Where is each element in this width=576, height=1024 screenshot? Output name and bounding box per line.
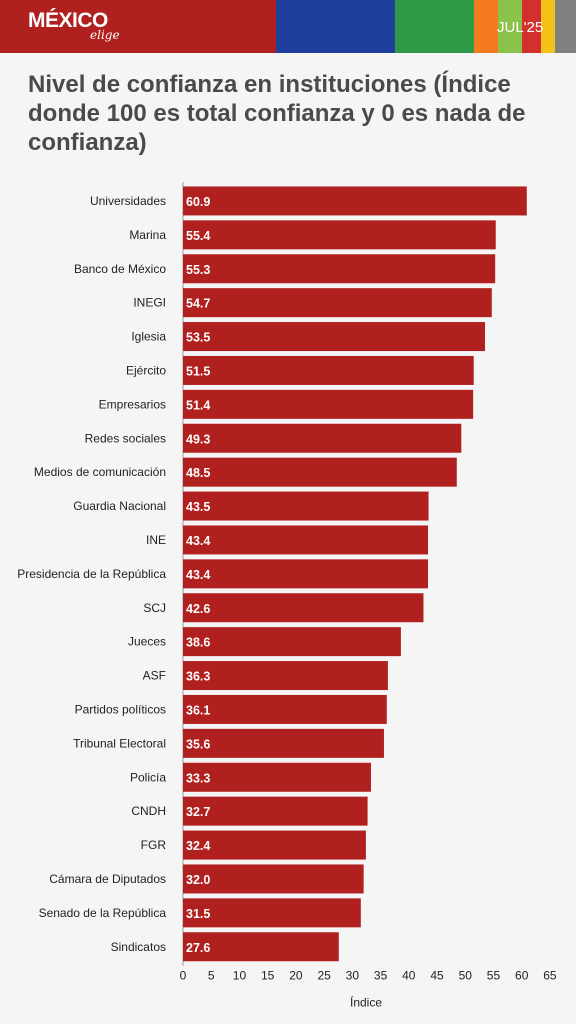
bar [183,220,496,250]
bar [183,457,457,487]
bar-value-label: 36.1 [186,703,210,717]
category-label: Empresarios [99,397,166,411]
date-label: JUL'25 [497,19,544,36]
chart-title: Nivel de confianza en instituciones (Índ… [28,71,526,156]
x-tick-label: 20 [289,969,303,983]
category-label: Tribunal Electoral [73,736,166,750]
color-stripe [395,0,474,53]
bar-value-label: 43.4 [186,568,210,582]
header-banner: MÉXICO elige JUL'25 [0,0,576,53]
bar [183,559,428,589]
bar [183,932,339,962]
bar [183,898,361,928]
category-label: Ejército [126,363,166,377]
bar-value-label: 43.4 [186,534,210,548]
bar-value-label: 43.5 [186,500,210,514]
logo-main-text: MÉXICO [28,9,108,32]
bar-value-label: 32.4 [186,839,210,853]
x-tick-label: 5 [208,969,215,983]
category-label: Partidos políticos [75,702,166,716]
color-stripe [0,0,276,53]
bar [183,796,368,826]
bar [183,661,388,691]
bar [183,186,527,216]
x-tick-label: 25 [317,969,331,983]
category-label: Iglesia [131,330,166,344]
x-tick-label: 50 [459,969,473,983]
bar-value-label: 32.7 [186,805,210,819]
bar-value-label: 27.6 [186,941,210,955]
color-stripe [498,0,522,53]
bar-value-label: 48.5 [186,466,210,480]
bar [183,864,364,894]
bar-value-label: 31.5 [186,907,210,921]
x-tick-label: 30 [346,969,360,983]
bar-value-label: 54.7 [186,297,210,311]
bar-value-label: 35.6 [186,737,210,751]
bar-value-label: 55.3 [186,263,210,277]
bar [183,525,428,555]
x-tick-label: 40 [402,969,416,983]
x-tick-label: 10 [233,969,247,983]
bar [183,355,474,385]
bar [183,728,384,758]
bar-value-label: 33.3 [186,771,210,785]
bar-value-label: 51.5 [186,364,210,378]
category-label: ASF [143,669,166,683]
bar [183,694,387,724]
bar [183,762,371,792]
bar-value-label: 55.4 [186,229,210,243]
category-label: Presidencia de la República [17,567,166,581]
color-stripe [555,0,576,53]
category-label: Guardia Nacional [73,499,166,513]
bar-value-label: 49.3 [186,432,210,446]
bar-value-label: 32.0 [186,873,210,887]
logo-sub-text: elige [90,28,120,42]
bar-value-label: 60.9 [186,195,210,209]
bar [183,254,496,284]
category-label: Marina [129,228,166,242]
x-tick-label: 65 [543,969,557,983]
category-label: Redes sociales [85,431,166,445]
category-label: Senado de la República [39,906,167,920]
bar-value-label: 36.3 [186,670,210,684]
x-tick-label: 0 [180,969,187,983]
bar-value-label: 38.6 [186,636,210,650]
bar [183,288,492,318]
category-label: Jueces [128,635,166,649]
mexico-elige-logo: MÉXICO elige [28,9,120,43]
bar [183,322,486,352]
category-label: SCJ [143,601,166,615]
category-label: Cámara de Diputados [49,872,166,886]
color-stripe [276,0,395,53]
bar [183,830,366,860]
bar [183,627,401,657]
bar-value-label: 51.4 [186,398,210,412]
color-stripe [522,0,541,53]
bar [183,593,424,623]
x-tick-label: 60 [515,969,529,983]
category-label: Universidades [90,194,166,208]
category-label: INEGI [133,296,166,310]
category-label: FGR [141,838,167,852]
bar [183,423,462,453]
bar [183,389,474,419]
color-stripe [474,0,498,53]
x-tick-label: 45 [430,969,444,983]
bar [183,491,429,521]
x-tick-label: 15 [261,969,275,983]
x-tick-label: 55 [487,969,501,983]
x-tick-label: 35 [374,969,388,983]
category-label: CNDH [131,804,166,818]
category-label: Sindicatos [111,940,166,954]
category-label: Medios de comunicación [34,465,166,479]
color-stripe [541,0,555,53]
bar-value-label: 42.6 [186,602,210,616]
category-label: Banco de México [74,262,166,276]
bar-value-label: 53.5 [186,331,210,345]
category-label: Policía [130,770,166,784]
x-axis-title: Índice [350,995,382,1010]
category-label: INE [146,533,166,547]
